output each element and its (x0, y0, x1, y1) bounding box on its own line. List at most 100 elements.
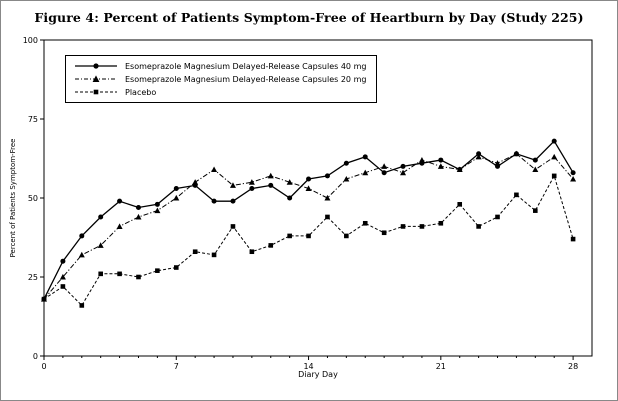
marker-circle (343, 160, 349, 166)
marker-square (400, 224, 406, 229)
marker-triangle (475, 153, 482, 160)
marker-square (306, 233, 311, 239)
marker-triangle (437, 163, 444, 169)
y-tick-label: 75 (28, 115, 38, 124)
marker-circle (438, 157, 444, 163)
marker-triangle (343, 175, 350, 182)
marker-triangle (135, 213, 142, 220)
marker-triangle (324, 194, 331, 201)
marker-square (173, 265, 179, 270)
marker-circle (476, 151, 482, 157)
figure-title: Figure 4: Percent of Patients Symptom-Fr… (34, 10, 584, 25)
series-line-placebo (43, 174, 574, 307)
legend-sample-solid-circle (75, 63, 117, 69)
marker-square (495, 214, 500, 220)
marker-triangle (400, 169, 407, 176)
series-line-40mg (43, 140, 574, 300)
y-axis-label: Percent of Patients Symptom-Free (9, 139, 17, 258)
marker-square (344, 233, 349, 239)
y-tick-label: 0 (33, 352, 38, 361)
marker-circle (362, 154, 368, 160)
marker-circle (570, 170, 576, 176)
y-tick-label: 25 (28, 273, 38, 282)
marker-square (325, 214, 330, 220)
marker-circle (287, 195, 293, 201)
legend-sample-dashed-square (75, 89, 117, 95)
legend-label-40mg: Esomeprazole Magnesium Delayed-Release C… (125, 61, 367, 71)
y-tick-label: 100 (23, 36, 38, 45)
marker-circle (154, 201, 160, 207)
x-tick-label: 7 (174, 362, 179, 371)
marker-triangle (381, 163, 388, 169)
marker-triangle (248, 179, 255, 185)
marker-circle (400, 163, 406, 169)
marker-square (79, 303, 85, 308)
marker-triangle (211, 166, 218, 173)
marker-circle (211, 198, 217, 204)
marker-square (362, 220, 368, 226)
legend-label-20mg: Esomeprazole Magnesium Delayed-Release C… (125, 74, 367, 84)
marker-triangle (418, 156, 425, 163)
chart-plot: Diary Day Percent of Patients Symptom-Fr… (9, 36, 593, 379)
marker-circle (79, 233, 85, 239)
legend-item-20mg: Esomeprazole Magnesium Delayed-Release C… (74, 74, 366, 84)
legend-item-placebo: Placebo (74, 87, 366, 97)
chart: Diary Day Percent of Patients Symptom-Fr… (1, 25, 617, 396)
marker-circle (230, 198, 236, 204)
marker-square (249, 249, 255, 255)
marker-triangle (78, 251, 85, 258)
marker-triangle (532, 166, 539, 173)
legend-item-40mg: Esomeprazole Magnesium Delayed-Release C… (74, 61, 366, 71)
marker-triangle (286, 179, 293, 185)
marker-circle (551, 138, 557, 144)
marker-circle (60, 258, 66, 264)
marker-square (117, 271, 122, 277)
marker-square (230, 224, 236, 229)
marker-circle (268, 182, 274, 188)
marker-square (98, 271, 103, 277)
marker-triangle (97, 242, 104, 248)
marker-circle (324, 173, 330, 179)
marker-circle (98, 214, 104, 220)
marker-triangle (456, 166, 463, 173)
marker-triangle (551, 153, 558, 160)
x-axis-label: Diary Day (298, 370, 338, 379)
marker-circle (306, 176, 312, 182)
marker-circle (117, 198, 123, 204)
marker-square (514, 192, 519, 198)
marker-square (155, 268, 160, 273)
x-tick-label: 14 (303, 362, 313, 371)
marker-square (476, 224, 481, 229)
legend-label-placebo: Placebo (125, 87, 157, 97)
marker-square (192, 249, 198, 255)
marker-square (438, 220, 444, 226)
x-tick-label: 0 (41, 362, 46, 371)
marker-square (419, 224, 425, 229)
marker-square (268, 243, 274, 248)
legend: Esomeprazole Magnesium Delayed-Release C… (65, 55, 378, 103)
marker-triangle (267, 172, 274, 179)
marker-triangle (494, 160, 501, 166)
marker-square (211, 252, 217, 258)
series-line-20mg (43, 153, 574, 300)
marker-square (533, 208, 538, 213)
marker-circle (532, 157, 538, 163)
marker-square (381, 230, 387, 236)
marker-triangle (305, 185, 312, 192)
marker-square (136, 274, 141, 280)
marker-triangle (362, 169, 369, 176)
legend-sample-dashdot-triangle (75, 75, 117, 82)
marker-square (60, 284, 66, 289)
marker-triangle (513, 150, 520, 157)
marker-triangle (229, 182, 236, 188)
marker-square (551, 173, 557, 179)
marker-circle (249, 186, 255, 192)
x-tick-label: 21 (436, 362, 446, 371)
marker-triangle (192, 179, 199, 185)
marker-circle (135, 204, 141, 210)
marker-triangle (173, 194, 180, 201)
marker-square (570, 236, 576, 242)
marker-circle (173, 186, 179, 192)
marker-triangle (154, 207, 161, 214)
